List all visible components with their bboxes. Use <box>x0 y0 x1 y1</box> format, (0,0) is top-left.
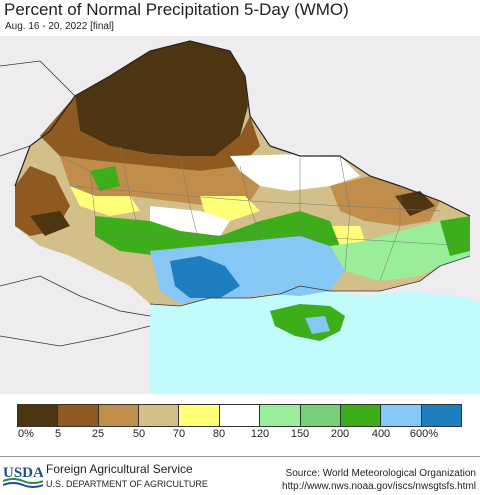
legend-tick: 200 <box>330 428 350 440</box>
legend-swatch <box>219 405 261 426</box>
zone-dark-brown <box>75 41 248 156</box>
oblast-borders <box>59 145 471 282</box>
map-subtitle: Aug. 16 - 20, 2022 [final] <box>5 21 114 32</box>
legend-tick: 80 <box>212 428 226 440</box>
zone-east-dark <box>395 191 435 216</box>
zone-yellow-2 <box>200 196 260 221</box>
department-name: U.S. DEPARTMENT OF AGRICULTURE <box>46 479 208 489</box>
zone-west-dark <box>30 211 70 236</box>
legend-swatch <box>300 405 341 426</box>
crimea-blue <box>305 316 330 334</box>
legend-tick: 70 <box>172 428 186 440</box>
legend-swatch <box>98 405 140 426</box>
black-sea <box>150 291 480 394</box>
zone-light-green <box>330 216 470 281</box>
legend-tick: 0% <box>18 428 34 440</box>
neighbor-border-2 <box>0 145 31 157</box>
legend-swatch <box>421 405 461 426</box>
zone-green-nw <box>90 166 120 191</box>
neighbor-border-4 <box>0 325 151 347</box>
usda-logo: USDA <box>3 465 43 488</box>
agency-name: Foreign Agricultural Service <box>46 462 193 476</box>
neighbor-border-3 <box>0 275 151 317</box>
azov-sea <box>345 291 440 311</box>
zone-dark-blue <box>170 256 240 298</box>
legend-swatch <box>18 405 59 426</box>
source-url[interactable]: http://www.nws.noaa.gov/iscs/nwsgtsfs.ht… <box>282 481 476 492</box>
footer-divider <box>0 456 480 457</box>
legend-swatch <box>179 405 220 426</box>
legend-swatch <box>340 405 382 426</box>
legend-tick: 600% <box>409 428 439 440</box>
legend-swatch <box>260 405 301 426</box>
precipitation-map <box>0 36 480 394</box>
color-legend <box>17 404 462 427</box>
legend-tick: 50 <box>132 428 146 440</box>
zone-white-1 <box>230 154 360 191</box>
country-border <box>14 40 471 217</box>
legend-swatch <box>139 405 180 426</box>
zone-green-east <box>440 216 470 256</box>
legend-tick: 5 <box>54 428 62 440</box>
zone-white-2 <box>150 206 230 236</box>
usda-logo-text: USDA <box>3 465 43 481</box>
source-credit: Source: World Meteorological Organizatio… <box>285 468 476 479</box>
map-title: Percent of Normal Precipitation 5-Day (W… <box>4 0 349 19</box>
legend-swatch <box>58 405 99 426</box>
zone-yellow-3 <box>330 226 365 246</box>
legend-tick: 150 <box>290 428 310 440</box>
legend-ticks: 0% 5 25 50 70 80 120 150 200 400 600% <box>0 428 480 442</box>
legend-tick: 25 <box>91 428 105 440</box>
legend-swatch <box>381 405 422 426</box>
coastline <box>149 255 471 307</box>
neighbor-border-1 <box>0 60 76 97</box>
legend-tick: 400 <box>371 428 391 440</box>
legend-tick: 120 <box>250 428 270 440</box>
zone-brown <box>40 96 260 171</box>
zone-yellow-1 <box>70 186 140 216</box>
